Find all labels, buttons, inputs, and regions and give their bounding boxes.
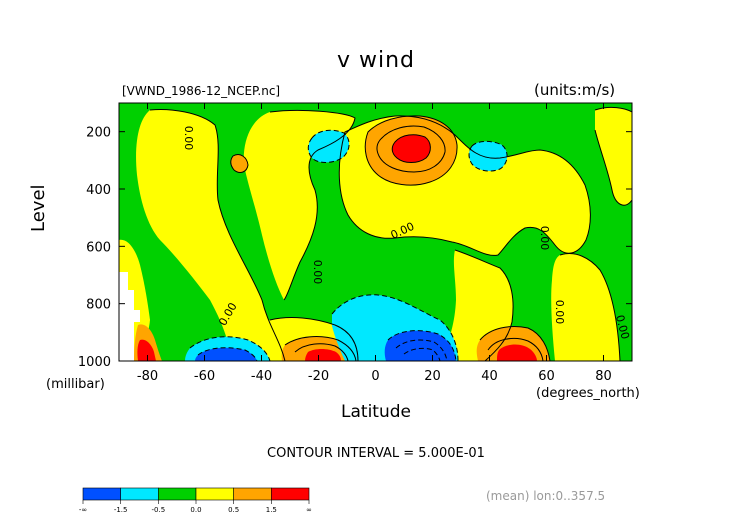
- strong-positive-region: [230, 154, 248, 173]
- x-axis: [147, 103, 604, 361]
- x-tick-label: -40: [251, 369, 272, 384]
- positive-region: [551, 253, 620, 361]
- colorbar-label: ∞: [306, 506, 312, 514]
- y-tick-labels: 200 400 600 800 1000: [78, 126, 111, 370]
- contour-line-label: 0.00: [311, 260, 324, 285]
- x-tick-label: 0: [371, 369, 379, 384]
- x-tick-label: -80: [137, 369, 158, 384]
- max-region: [392, 134, 431, 163]
- contour-line-label: 0.00: [182, 126, 195, 151]
- units-label: (units:m/s): [534, 81, 616, 99]
- x-tick-label: 20: [424, 369, 441, 384]
- x-tick-label: -60: [194, 369, 215, 384]
- colorbar-label: 0.5: [228, 506, 239, 514]
- colorbar-label: -1.5: [114, 506, 128, 514]
- x-tick-label: 40: [481, 369, 498, 384]
- colorbar-swatch: [120, 487, 159, 501]
- colorbar-label: 0.0: [190, 506, 201, 514]
- contour-line-label: 0.00: [538, 226, 551, 251]
- positive-region: [595, 107, 632, 206]
- contour-interval: CONTOUR INTERVAL = 5.000E-01: [267, 446, 485, 461]
- colorbar-swatch: [271, 487, 310, 501]
- chart-title: v wind: [336, 48, 416, 73]
- min-region: [384, 330, 456, 361]
- x-tick-labels: -80 -60 -40 -20 0 20 40 60 80: [137, 369, 612, 384]
- contour-line-label: 0.00: [613, 314, 632, 341]
- y-tick-label: 1000: [78, 355, 111, 370]
- colorbar-labels: -∞ -1.5 -0.5 0.0 0.5 1.5 ∞: [79, 506, 312, 514]
- y-tick-label: 600: [86, 240, 111, 255]
- x-axis-unit: (degrees_north): [536, 386, 640, 401]
- colorbar-swatch: [82, 487, 121, 501]
- x-axis-label: Latitude: [341, 402, 411, 422]
- colorbar: [82, 487, 310, 504]
- colorbar-swatch: [195, 487, 234, 501]
- max-region: [137, 339, 156, 361]
- contour-line-label: 0.00: [553, 300, 566, 325]
- x-tick-label: 80: [595, 369, 612, 384]
- y-tick-label: 800: [86, 298, 111, 313]
- max-region: [305, 349, 341, 361]
- positive-region: [136, 109, 285, 361]
- contour-lines: [149, 106, 632, 361]
- missing-data-region: [119, 272, 140, 361]
- negative-region: [308, 130, 350, 163]
- min-region: [195, 347, 257, 361]
- y-tick-label: 400: [86, 183, 111, 198]
- colorbar-label: -0.5: [151, 506, 165, 514]
- negative-contour-lines: [189, 129, 508, 361]
- colorbar-label: 1.5: [266, 506, 277, 514]
- colorbar-swatch: [233, 487, 272, 501]
- contour-field: [119, 103, 632, 361]
- max-region: [497, 344, 537, 361]
- mean-label: (mean) lon:0..357.5: [486, 489, 606, 503]
- y-axis: [119, 131, 632, 362]
- file-label: [VWND_1986-12_NCEP.nc]: [122, 84, 281, 98]
- negative-region: [469, 141, 508, 172]
- colorbar-label: -∞: [79, 506, 87, 514]
- positive-region: [243, 110, 355, 300]
- y-axis-unit: (millibar): [46, 377, 105, 392]
- x-tick-label: 60: [538, 369, 555, 384]
- y-tick-label: 200: [86, 126, 111, 141]
- colorbar-swatch: [158, 487, 197, 501]
- x-tick-label: -20: [308, 369, 329, 384]
